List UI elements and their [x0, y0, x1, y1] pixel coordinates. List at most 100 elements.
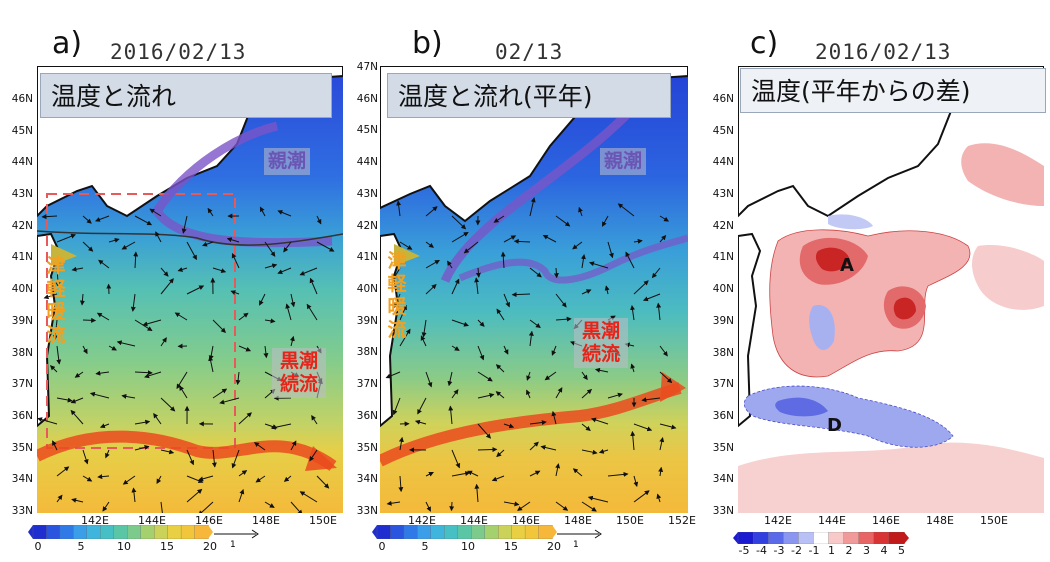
flow-vector — [283, 241, 292, 253]
flow-vector — [656, 302, 662, 321]
flow-vector — [392, 397, 401, 416]
flow-vector — [630, 363, 636, 373]
flow-vector — [105, 449, 110, 459]
flow-vector — [212, 388, 228, 399]
flow-vector — [238, 345, 252, 352]
panel-a-vectors — [37, 206, 335, 513]
flow-vector — [238, 470, 248, 477]
flow-vector — [82, 345, 88, 355]
flow-vector — [198, 475, 214, 482]
flow-vector — [463, 241, 479, 254]
flow-vector — [306, 303, 318, 321]
panel-b-title: 温度と流れ(平年) — [387, 73, 671, 118]
colorbar-tick: 3 — [863, 544, 870, 557]
flow-vector — [155, 231, 162, 243]
panel-a-date: 2016/02/13 — [110, 40, 247, 64]
flow-vector — [264, 263, 278, 269]
flow-vector — [231, 449, 240, 469]
flow-vector — [656, 493, 662, 503]
flow-vector — [283, 475, 292, 482]
flow-vector — [56, 397, 73, 403]
colorbar-cell — [873, 532, 890, 544]
flow-vector — [130, 293, 136, 312]
flow-vector — [590, 417, 609, 425]
flow-vector — [41, 214, 58, 220]
flow-vector — [95, 215, 110, 222]
lat-label: 36N — [356, 409, 378, 422]
flow-vector — [451, 345, 460, 351]
flow-vector — [277, 267, 292, 275]
flow-vector — [289, 335, 295, 347]
lon-label: 144E — [818, 514, 846, 527]
colorbar-tick: 10 — [117, 540, 131, 553]
lat-label: 35N — [11, 441, 33, 454]
lat-label: 36N — [712, 409, 734, 422]
colorbar-tick: -3 — [773, 544, 785, 557]
colorbar-tick: -4 — [756, 544, 767, 557]
flow-vector — [491, 475, 505, 482]
panel-a-tsugaru-label: 津軽暖流 — [46, 255, 66, 346]
flow-vector — [451, 215, 467, 230]
panel-c-date: 2016/02/13 — [815, 40, 952, 64]
flow-vector — [475, 267, 481, 278]
flow-vector — [311, 415, 318, 425]
panel-a-ref-vector — [214, 529, 259, 539]
colorbar-end — [733, 532, 738, 544]
lon-label: 150E — [309, 514, 337, 527]
panel-b-colorbar — [372, 525, 557, 539]
flow-vector — [529, 470, 541, 477]
flow-vector — [186, 449, 195, 466]
flow-vector — [299, 491, 318, 503]
flow-vector — [581, 289, 592, 295]
flow-vector — [529, 267, 542, 278]
flow-vector — [144, 371, 162, 379]
flow-vector — [56, 466, 70, 477]
flow-vector — [425, 259, 440, 269]
flow-vector — [70, 409, 84, 425]
panel-a-ref-vector-label: 1 — [230, 540, 236, 550]
flow-vector — [393, 293, 401, 308]
flow-vector — [477, 371, 493, 382]
lat-label: 46N — [11, 93, 33, 105]
flow-vector — [121, 393, 136, 399]
flow-vector — [160, 278, 174, 295]
flow-vector — [37, 417, 58, 425]
panel-c-label-a: A — [840, 255, 854, 276]
lon-label: 148E — [252, 514, 280, 527]
lat-label: 35N — [356, 441, 378, 454]
lat-label: 40N — [356, 283, 378, 295]
flow-vector — [160, 449, 175, 455]
flow-vector — [264, 318, 276, 324]
flow-vector — [581, 449, 598, 455]
panel-a-letter: a) — [52, 26, 83, 61]
flow-vector — [604, 285, 610, 295]
lat-label: 38N — [11, 346, 33, 359]
flow-vector — [503, 235, 517, 243]
flow-vector — [503, 293, 511, 308]
colorbar-cell — [752, 532, 769, 544]
flow-vector — [617, 203, 635, 217]
lat-label: 45N — [712, 124, 734, 137]
lat-label: 46N — [356, 92, 378, 105]
colorbar-cell — [180, 525, 196, 539]
flow-vector — [207, 207, 214, 217]
flow-vector — [659, 436, 665, 451]
colorbar-cell — [444, 525, 459, 539]
flow-vector — [572, 241, 583, 250]
colorbar-tick: 10 — [461, 540, 475, 553]
panel-c-label-d: D — [827, 415, 842, 436]
flow-vector — [447, 371, 453, 387]
lat-label: 42N — [356, 219, 378, 232]
flow-vector — [70, 397, 84, 404]
panel-a-colorbar — [28, 525, 213, 539]
lat-label: 45N — [11, 124, 33, 137]
panel-a-map — [37, 66, 343, 513]
colorbar-cell — [403, 525, 419, 539]
flow-vector — [551, 410, 557, 425]
flow-vector — [528, 330, 534, 347]
panel-b-tsugaru-label: 津軽暖流 — [387, 250, 407, 341]
flow-vector — [235, 371, 241, 386]
lat-label: 43N — [712, 188, 734, 201]
flow-vector — [425, 501, 431, 512]
flow-vector — [495, 364, 505, 373]
